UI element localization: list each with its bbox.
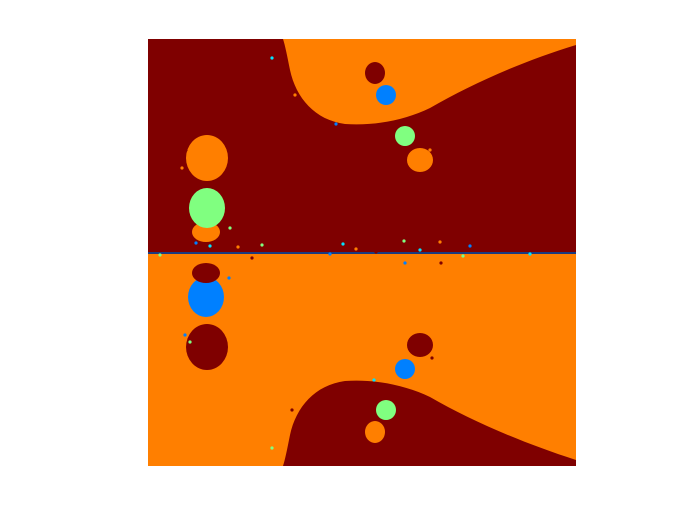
speckle-dot: [236, 245, 240, 249]
center-line: [148, 252, 576, 254]
fractal-speckles: [158, 56, 532, 450]
speckle-dot: [439, 261, 443, 265]
speckle-dot: [158, 253, 162, 257]
speckle-dot: [372, 378, 376, 382]
speckle-dot: [180, 166, 184, 170]
upper-chain-dark-red-bulb: [365, 62, 385, 84]
speckle-dot: [334, 122, 338, 126]
left-orange-bulb-mid: [192, 222, 220, 242]
left-dark-red-bulb-mid: [192, 263, 220, 283]
speckle-dot: [374, 250, 378, 254]
speckle-dot: [430, 356, 434, 360]
lower-chain-orange-bulb: [365, 421, 385, 443]
speckle-dot: [270, 446, 274, 450]
upper-chain-green-bulb: [395, 126, 415, 146]
speckle-dot: [208, 244, 212, 248]
speckle-dot: [528, 252, 532, 256]
speckle-dot: [184, 148, 188, 152]
left-green-bulb: [189, 188, 225, 228]
speckle-dot: [227, 276, 231, 280]
speckle-dot: [328, 252, 332, 256]
speckle-dot: [341, 242, 345, 246]
speckle-dot: [228, 226, 232, 230]
speckle-dot: [418, 248, 422, 252]
left-blue-bulb: [188, 277, 224, 317]
speckle-dot: [194, 241, 198, 245]
lower-chain-blue-bulb: [395, 359, 415, 379]
lower-chain-green-bulb: [376, 400, 396, 420]
speckle-dot: [468, 244, 472, 248]
speckle-dot: [438, 240, 442, 244]
plot-area: [148, 39, 576, 466]
speckle-dot: [402, 239, 406, 243]
speckle-dot: [293, 93, 297, 97]
speckle-dot: [183, 333, 187, 337]
speckle-dot: [250, 256, 254, 260]
speckle-dot: [290, 408, 294, 412]
upper-chain-blue-bulb: [376, 85, 396, 105]
lower-chain-dark-red-bulb: [407, 333, 433, 357]
speckle-dot: [260, 243, 264, 247]
upper-chain-orange-bulb: [407, 148, 433, 172]
speckle-dot: [403, 261, 407, 265]
speckle-dot: [188, 340, 192, 344]
left-dark-red-bulb: [186, 324, 228, 370]
left-orange-bulb-top: [186, 135, 228, 181]
lower-dark-red-lobe: [283, 380, 576, 466]
speckle-dot: [428, 148, 432, 152]
speckle-dot: [270, 56, 274, 60]
speckle-dot: [354, 247, 358, 251]
speckle-dot: [461, 254, 465, 258]
upper-orange-lobe: [283, 39, 576, 125]
